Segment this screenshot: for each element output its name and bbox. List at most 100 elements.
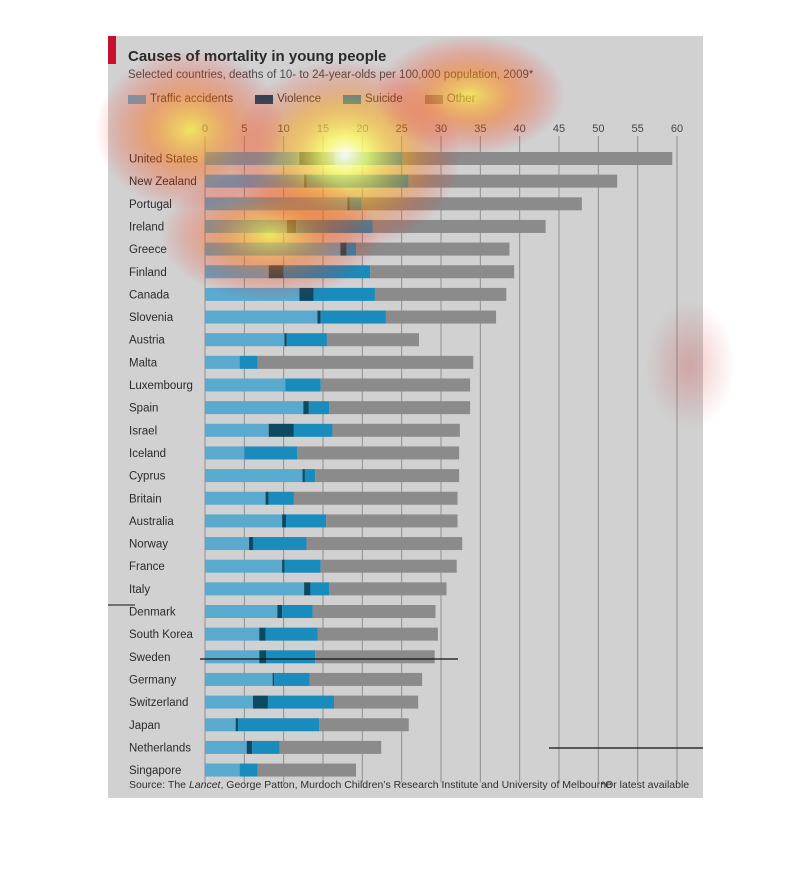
bars-layer <box>108 152 703 777</box>
bar-segment-violence <box>340 242 347 256</box>
bar-segment-violence <box>259 627 266 641</box>
bar-segment-traffic-accidents <box>205 423 269 437</box>
category-label: Malta <box>129 357 158 369</box>
bar-segment-violence <box>347 197 350 211</box>
bar-segment-suicide <box>285 378 321 392</box>
bar-segment-other <box>326 333 419 347</box>
bar-segment-other <box>297 446 460 460</box>
category-label: Finland <box>129 267 167 279</box>
bar-segment-traffic-accidents <box>205 650 260 664</box>
x-tick-label: 25 <box>396 123 408 135</box>
bar-segment-traffic-accidents <box>205 763 240 777</box>
bar-segment-traffic-accidents <box>205 174 305 188</box>
bar-segment-suicide <box>282 605 313 618</box>
bar-segment-suicide <box>268 491 294 505</box>
bar-segment-traffic-accidents <box>205 152 300 165</box>
bar-segment-suicide <box>304 469 316 483</box>
category-label: Luxembourg <box>129 380 193 392</box>
bar-segment-violence <box>282 514 287 528</box>
category-label: Britain <box>129 493 162 505</box>
category-label: Austria <box>129 335 165 347</box>
bar-segment-traffic-accidents <box>205 197 348 211</box>
x-tick-label: 15 <box>317 123 329 135</box>
bar-segment-traffic-accidents <box>205 378 286 392</box>
bar-segment-violence <box>259 650 267 664</box>
bar-segment-suicide <box>313 287 375 301</box>
x-tick-label: 40 <box>514 123 526 135</box>
bar-segment-violence <box>272 672 275 686</box>
bar-segment-traffic-accidents <box>205 718 236 732</box>
bar-segment-other <box>257 355 474 369</box>
x-tick-label: 5 <box>241 123 247 135</box>
category-label: New Zealand <box>129 176 197 188</box>
category-label: Japan <box>129 720 160 732</box>
bar-segment-violence <box>286 219 297 233</box>
category-label: Spain <box>129 403 158 415</box>
category-label: Italy <box>129 584 150 596</box>
category-label: Norway <box>129 539 168 551</box>
bar-segment-other <box>370 265 515 279</box>
bar-segment-violence <box>246 740 253 754</box>
bar-segment-suicide <box>349 197 362 211</box>
bar-segment-other <box>356 242 510 256</box>
bar-segment-other <box>329 582 447 596</box>
x-tick-label: 60 <box>671 123 683 135</box>
bar-segment-violence <box>268 265 284 279</box>
bar-segment-suicide <box>238 718 320 732</box>
x-tick-label: 0 <box>202 123 208 135</box>
bar-segment-violence <box>249 537 253 551</box>
bar-segment-traffic-accidents <box>205 695 253 709</box>
category-label: Australia <box>129 516 174 528</box>
bar-segment-traffic-accidents <box>205 740 247 754</box>
category-label: Iceland <box>129 448 166 460</box>
category-label: Canada <box>129 289 170 301</box>
category-label: Slovenia <box>129 312 174 324</box>
bar-segment-traffic-accidents <box>205 672 273 686</box>
x-tick-label: 30 <box>435 123 447 135</box>
bar-segment-other <box>332 423 460 437</box>
bar-segment-suicide <box>320 310 386 324</box>
category-labels: United States New Zealand Portugal Ireland G… <box>129 154 198 778</box>
x-tick-label: 55 <box>632 123 644 135</box>
bar-segment-traffic-accidents <box>205 559 283 573</box>
bar-segment-other <box>402 152 673 165</box>
source-prefix: Source: The <box>129 779 189 791</box>
bar-segment-suicide <box>284 559 321 573</box>
bar-segment-traffic-accidents <box>205 287 300 301</box>
bar-segment-suicide <box>266 650 316 664</box>
bar-segment-suicide <box>286 514 327 528</box>
category-label: Portugal <box>129 199 172 211</box>
bar-segment-other <box>408 174 618 188</box>
bar-segment-suicide <box>252 740 280 754</box>
bar-segment-suicide <box>267 695 335 709</box>
bar-segment-violence <box>299 287 314 301</box>
bar-segment-suicide <box>293 423 333 437</box>
source-suffix: , George Patton, Murdoch Children’s Rese… <box>220 779 612 791</box>
bar-segment-suicide <box>274 672 310 686</box>
bar-segment-traffic-accidents <box>205 537 250 551</box>
bar-segment-suicide <box>239 355 258 369</box>
bar-segment-suicide <box>252 537 307 551</box>
bar-segment-suicide <box>283 265 371 279</box>
bar-segment-violence <box>268 423 294 437</box>
bar-segment-traffic-accidents <box>205 446 245 460</box>
category-label: Denmark <box>129 607 176 619</box>
bar-segment-other <box>374 287 507 301</box>
bar-segment-violence <box>317 310 321 324</box>
bar-segment-traffic-accidents <box>205 401 304 415</box>
category-label: Cyprus <box>129 471 166 483</box>
bar-segment-suicide <box>308 401 330 415</box>
bar-segment-traffic-accidents <box>205 265 269 279</box>
bar-segment-traffic-accidents <box>205 219 287 233</box>
x-tick-label: 10 <box>278 123 290 135</box>
bar-segment-other <box>334 695 419 709</box>
bar-segment-other <box>320 559 457 573</box>
bar-segment-traffic-accidents <box>205 582 305 596</box>
category-label: Ireland <box>129 221 164 233</box>
bar-segment-other <box>306 537 463 551</box>
bar-segment-other <box>315 650 435 664</box>
bar-segment-traffic-accidents <box>205 514 283 528</box>
bar-segment-suicide <box>306 174 409 188</box>
bar-segment-other <box>320 378 471 392</box>
